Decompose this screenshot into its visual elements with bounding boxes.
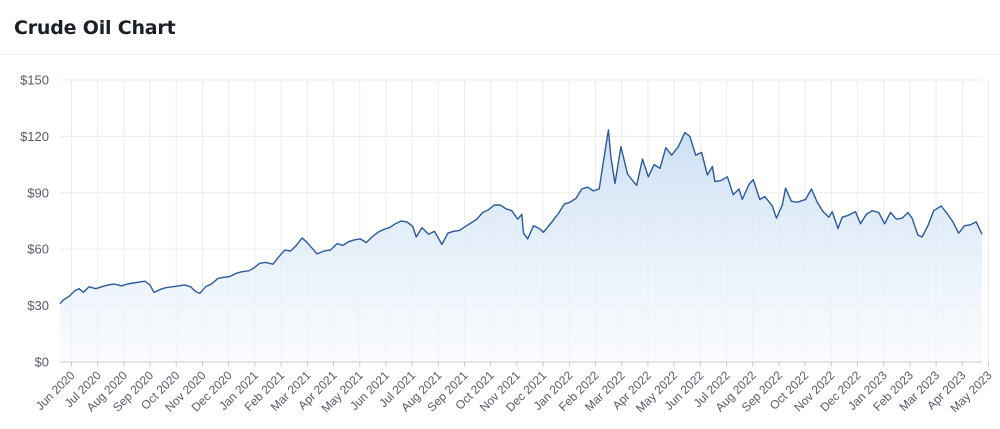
- y-tick-label: $0: [35, 355, 49, 370]
- price-area-fill: [60, 129, 982, 362]
- y-axis-ticks: $0 $30 $60 $90 $120 $150: [20, 73, 49, 370]
- title-divider: [0, 54, 1000, 55]
- y-tick-label: $90: [27, 185, 49, 200]
- y-tick-label: $120: [20, 129, 49, 144]
- y-tick-label: $30: [27, 298, 49, 313]
- y-tick-label: $60: [27, 242, 49, 257]
- price-series-line: [59, 129, 983, 305]
- y-tick-label: $150: [20, 73, 49, 88]
- page-title: Crude Oil Chart: [14, 17, 176, 39]
